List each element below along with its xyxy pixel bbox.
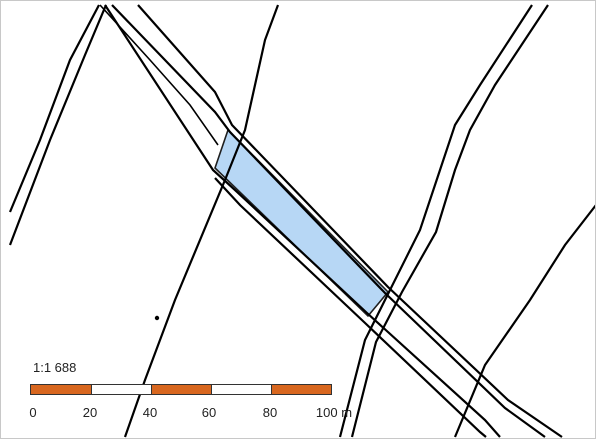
parcel-boundary — [123, 4, 280, 438]
parcel-boundary — [453, 204, 596, 438]
scale-tick-label: 60 — [201, 405, 217, 420]
scale-bar-segment — [271, 385, 331, 394]
road-boundary — [214, 177, 487, 438]
scale-bar-segment — [211, 385, 271, 394]
road-boundary — [104, 4, 501, 438]
scale-bar-segment — [31, 385, 91, 394]
parcel-boundary — [8, 4, 100, 213]
road-boundary — [111, 4, 546, 438]
parcel-boundary — [350, 4, 549, 438]
parcel-boundary — [8, 4, 108, 246]
scale-bar-segment — [91, 385, 151, 394]
scale-bar-segment — [151, 385, 211, 394]
road-boundary — [99, 4, 219, 146]
scale-ratio-label: 1:1 688 — [33, 360, 77, 375]
scale-tick-label: 100 m — [315, 405, 353, 420]
scale-tick-label: 80 — [262, 405, 278, 420]
scale-bar — [30, 384, 332, 395]
boundary-marker — [154, 315, 160, 321]
road-boundary — [137, 4, 563, 438]
parcel-boundary — [338, 4, 533, 438]
scale-tick-label: 20 — [82, 405, 98, 420]
highlighted-parcel[interactable] — [214, 128, 390, 318]
scale-tick-label: 40 — [142, 405, 158, 420]
scale-tick-label: 0 — [29, 405, 37, 420]
